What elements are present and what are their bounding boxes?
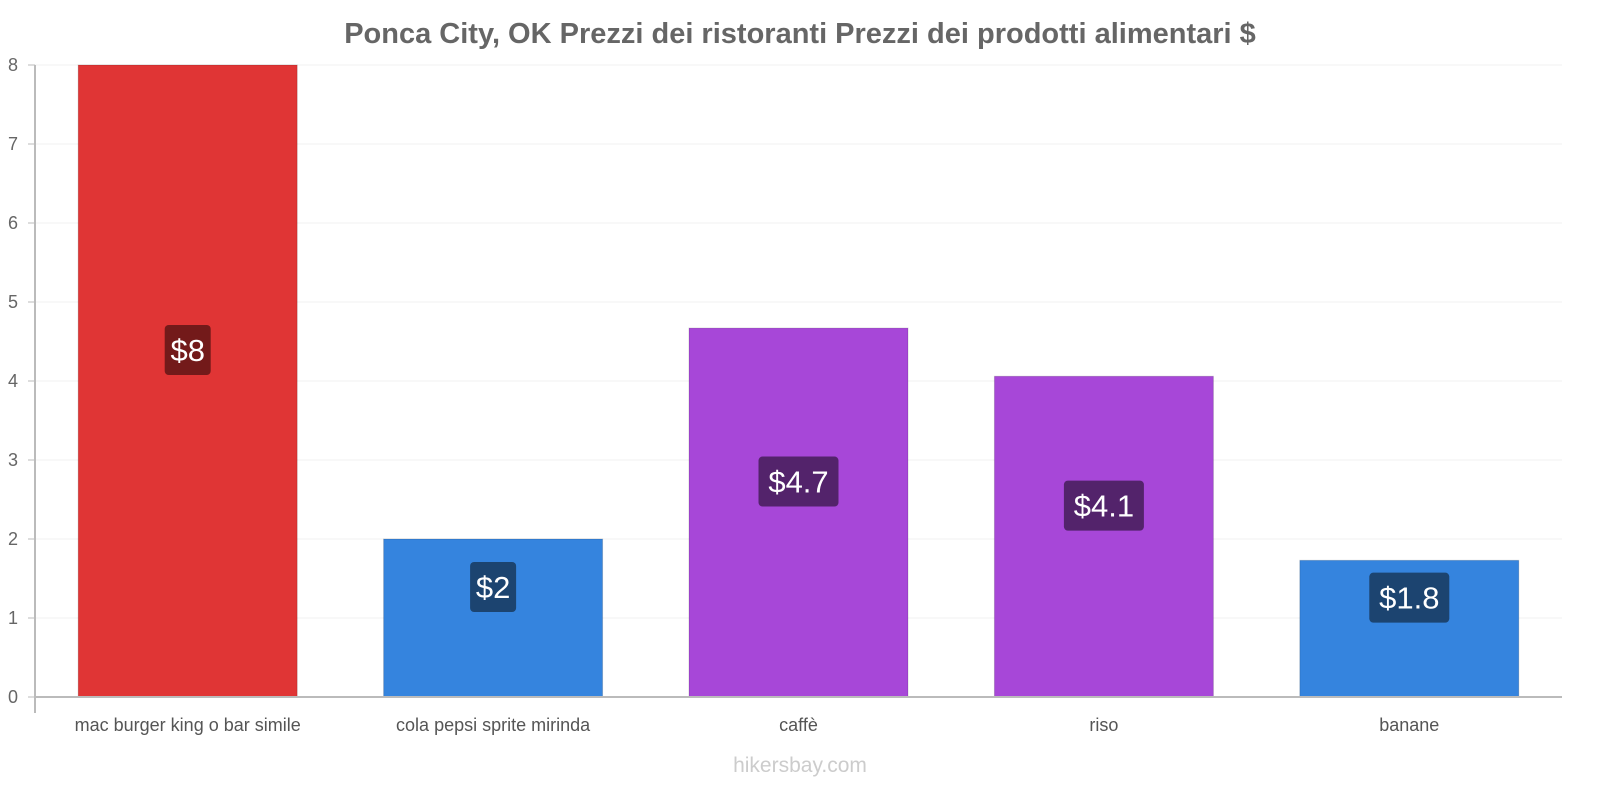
x-tick-label: mac burger king o bar simile [75, 715, 301, 735]
data-label-background [758, 456, 839, 507]
data-label: $4.1 [1074, 489, 1134, 524]
data-label: $8 [170, 333, 204, 368]
y-tick-label: 7 [8, 134, 18, 154]
y-tick-label: 5 [8, 292, 18, 312]
x-tick-label: riso [1089, 715, 1118, 735]
bar [688, 327, 909, 698]
data-label: $1.8 [1379, 581, 1439, 616]
y-tick-label: 6 [8, 213, 18, 233]
data-label-background [164, 325, 211, 375]
y-tick-label: 2 [8, 529, 18, 549]
data-label-background [1369, 572, 1450, 623]
x-tick-label: banane [1379, 715, 1439, 735]
bar [993, 375, 1214, 698]
y-tick-label: 8 [8, 55, 18, 75]
data-label-background [470, 562, 517, 612]
y-tick-label: 0 [8, 687, 18, 707]
y-tick-label: 1 [8, 608, 18, 628]
data-label: $2 [476, 570, 510, 605]
y-tick-label: 3 [8, 450, 18, 470]
bar [77, 64, 298, 698]
watermark: hikersbay.com [733, 754, 867, 777]
x-tick-label: cola pepsi sprite mirinda [396, 715, 591, 735]
y-tick-label: 4 [8, 371, 18, 391]
x-tick-label: caffè [779, 715, 818, 735]
data-label-background [1063, 480, 1144, 531]
data-label: $4.7 [768, 465, 828, 500]
chart-title: Ponca City, OK Prezzi dei ristoranti Pre… [344, 18, 1256, 50]
